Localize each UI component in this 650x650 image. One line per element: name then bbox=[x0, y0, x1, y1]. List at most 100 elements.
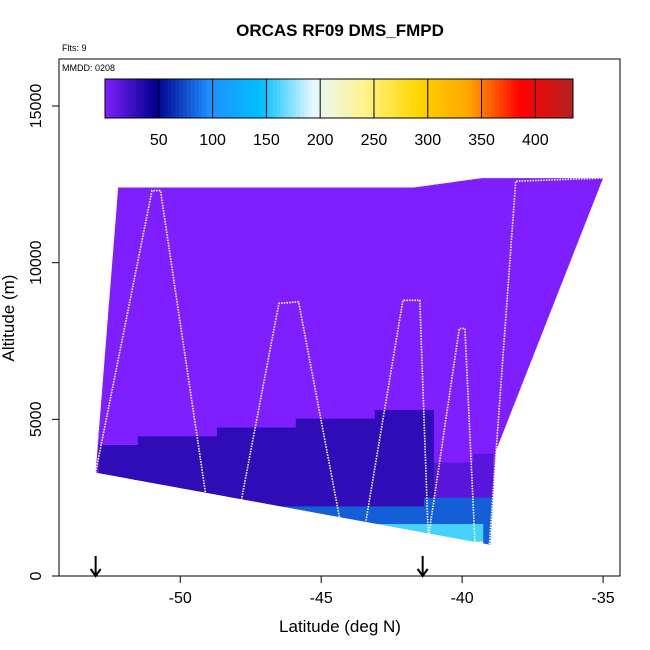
heatmap-cell bbox=[512, 260, 524, 270]
heatmap-cell bbox=[493, 330, 504, 340]
heatmap-cell bbox=[246, 207, 257, 217]
heatmap-cell bbox=[285, 312, 297, 323]
heatmap-cell bbox=[197, 374, 208, 384]
colorbar-segment bbox=[541, 79, 547, 118]
heatmap-cell bbox=[355, 268, 366, 279]
heatmap-cell bbox=[285, 453, 297, 463]
heatmap-cell bbox=[276, 400, 287, 410]
heatmap-cell bbox=[325, 461, 336, 472]
heatmap-cell bbox=[414, 497, 425, 507]
heatmap-cell bbox=[216, 216, 228, 226]
heatmap-cell bbox=[473, 409, 484, 419]
heatmap-cell bbox=[463, 251, 474, 261]
heatmap-cell bbox=[374, 453, 386, 463]
heatmap-cell bbox=[364, 295, 376, 305]
heatmap-cell bbox=[374, 233, 386, 244]
heatmap-cell bbox=[147, 470, 159, 481]
heatmap-cell bbox=[137, 304, 149, 314]
heatmap-cell bbox=[552, 277, 563, 288]
heatmap-cell bbox=[295, 277, 307, 288]
heatmap-cell bbox=[345, 497, 356, 507]
heatmap-cell bbox=[433, 347, 445, 358]
colorbar-segment bbox=[471, 79, 476, 118]
heatmap-cell bbox=[315, 435, 326, 445]
heatmap-cell bbox=[453, 347, 465, 358]
heatmap-cell bbox=[394, 339, 405, 349]
heatmap-cell bbox=[522, 339, 534, 349]
heatmap-cell bbox=[453, 268, 465, 279]
heatmap-cell bbox=[128, 400, 139, 410]
heatmap-cell bbox=[137, 312, 149, 323]
heatmap-cell bbox=[207, 488, 218, 498]
heatmap-cell bbox=[285, 190, 297, 200]
heatmap-cell bbox=[542, 178, 553, 182]
heatmap-cell bbox=[374, 391, 386, 402]
heatmap-cell bbox=[207, 409, 218, 419]
heatmap-cell bbox=[216, 479, 228, 489]
heatmap-cell bbox=[493, 207, 504, 217]
heatmap-cell bbox=[226, 339, 238, 349]
heatmap-cell bbox=[177, 347, 188, 358]
heatmap-cell bbox=[522, 198, 534, 209]
heatmap-cell bbox=[335, 497, 346, 507]
heatmap-cell bbox=[433, 304, 445, 314]
heatmap-cell bbox=[404, 207, 415, 217]
heatmap-cell bbox=[453, 190, 465, 200]
heatmap-cell bbox=[394, 391, 405, 402]
heatmap-cell bbox=[394, 190, 405, 200]
colorbar-segment bbox=[459, 79, 465, 118]
heatmap-cell bbox=[305, 505, 317, 516]
heatmap-cell bbox=[355, 330, 366, 340]
heatmap-cell bbox=[473, 479, 484, 489]
heatmap-cell bbox=[453, 409, 465, 419]
heatmap-cell bbox=[394, 418, 405, 428]
heatmap-cell bbox=[226, 400, 238, 410]
heatmap-cell bbox=[216, 277, 228, 288]
heatmap-cell bbox=[453, 356, 465, 367]
heatmap-cell bbox=[128, 260, 139, 270]
heatmap-cell bbox=[453, 479, 465, 489]
heatmap-cell bbox=[345, 233, 356, 244]
colorbar-segment bbox=[253, 79, 258, 118]
heatmap-cell bbox=[315, 400, 326, 410]
colorbar-tick-label: 250 bbox=[361, 132, 388, 149]
heatmap-cell bbox=[315, 216, 326, 226]
heatmap-cell bbox=[493, 251, 504, 261]
heatmap-cell bbox=[562, 242, 573, 252]
heatmap-cell bbox=[197, 251, 208, 261]
heatmap-cell bbox=[177, 225, 188, 235]
heatmap-cell bbox=[345, 435, 356, 445]
heatmap-cell bbox=[433, 479, 445, 489]
heatmap-cell bbox=[364, 444, 376, 454]
heatmap-cell bbox=[453, 374, 465, 384]
heatmap-cell bbox=[256, 330, 267, 340]
heatmap-cell bbox=[147, 435, 159, 445]
heatmap-cell bbox=[246, 260, 257, 270]
heatmap-cell bbox=[483, 356, 494, 367]
heatmap-cell bbox=[483, 216, 494, 226]
heatmap-cell bbox=[157, 383, 169, 393]
heatmap-cell bbox=[167, 374, 178, 384]
heatmap-cell bbox=[216, 286, 228, 296]
heatmap-cell bbox=[315, 233, 326, 244]
heatmap-cell bbox=[394, 383, 405, 393]
heatmap-cell bbox=[325, 277, 336, 288]
heatmap-cell bbox=[364, 383, 376, 393]
heatmap-cell bbox=[414, 470, 425, 481]
heatmap-cell bbox=[128, 233, 139, 244]
heatmap-cell bbox=[394, 225, 405, 235]
heatmap-cell bbox=[216, 225, 228, 235]
heatmap-cell bbox=[236, 233, 248, 244]
heatmap-cell bbox=[266, 321, 277, 331]
heatmap-cell bbox=[177, 409, 188, 419]
heatmap-cell bbox=[305, 225, 317, 235]
heatmap-cell bbox=[532, 242, 544, 252]
heatmap-cell bbox=[503, 190, 514, 200]
heatmap-cell bbox=[128, 374, 139, 384]
heatmap-cell bbox=[157, 233, 169, 244]
heatmap-cell bbox=[315, 312, 326, 323]
heatmap-cell bbox=[433, 260, 445, 270]
heatmap-cell bbox=[236, 277, 248, 288]
heatmap-cell bbox=[118, 365, 129, 375]
heatmap-cell bbox=[285, 260, 297, 270]
